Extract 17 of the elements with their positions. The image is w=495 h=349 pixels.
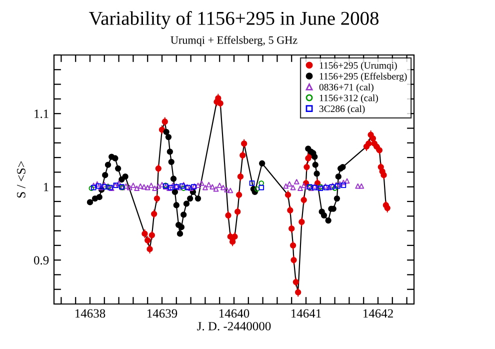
legend-label: 3C286 (cal) xyxy=(319,105,365,114)
legend-label: 1156+295 (Urumqi) xyxy=(320,62,397,71)
x-tick-label: 14640 xyxy=(219,309,250,318)
x-tick-label: 14642 xyxy=(363,309,393,318)
chart-subtitle: Urumqi + Effelsberg, 5 GHz xyxy=(170,36,298,46)
y-tick-label: 0.9 xyxy=(34,256,49,265)
chart-title: Variability of 1156+295 in June 2008 xyxy=(88,11,379,29)
legend-label: 1156+295 (Effelsberg) xyxy=(320,72,407,82)
legend-label: 0836+71 (cal) xyxy=(319,84,374,92)
x-tick-label: 14638 xyxy=(75,309,106,318)
x-axis-title: J. D. -2440000 xyxy=(197,322,271,330)
y-axis-title: S / <S> xyxy=(17,161,26,198)
legend-label: 1156+312 (cal) xyxy=(320,94,378,104)
x-tick-label: 14641 xyxy=(291,309,321,318)
y-tick-label: 1.1 xyxy=(34,110,48,118)
x-tick-label: 14639 xyxy=(147,309,178,318)
y-tick-label: 1 xyxy=(44,182,48,192)
